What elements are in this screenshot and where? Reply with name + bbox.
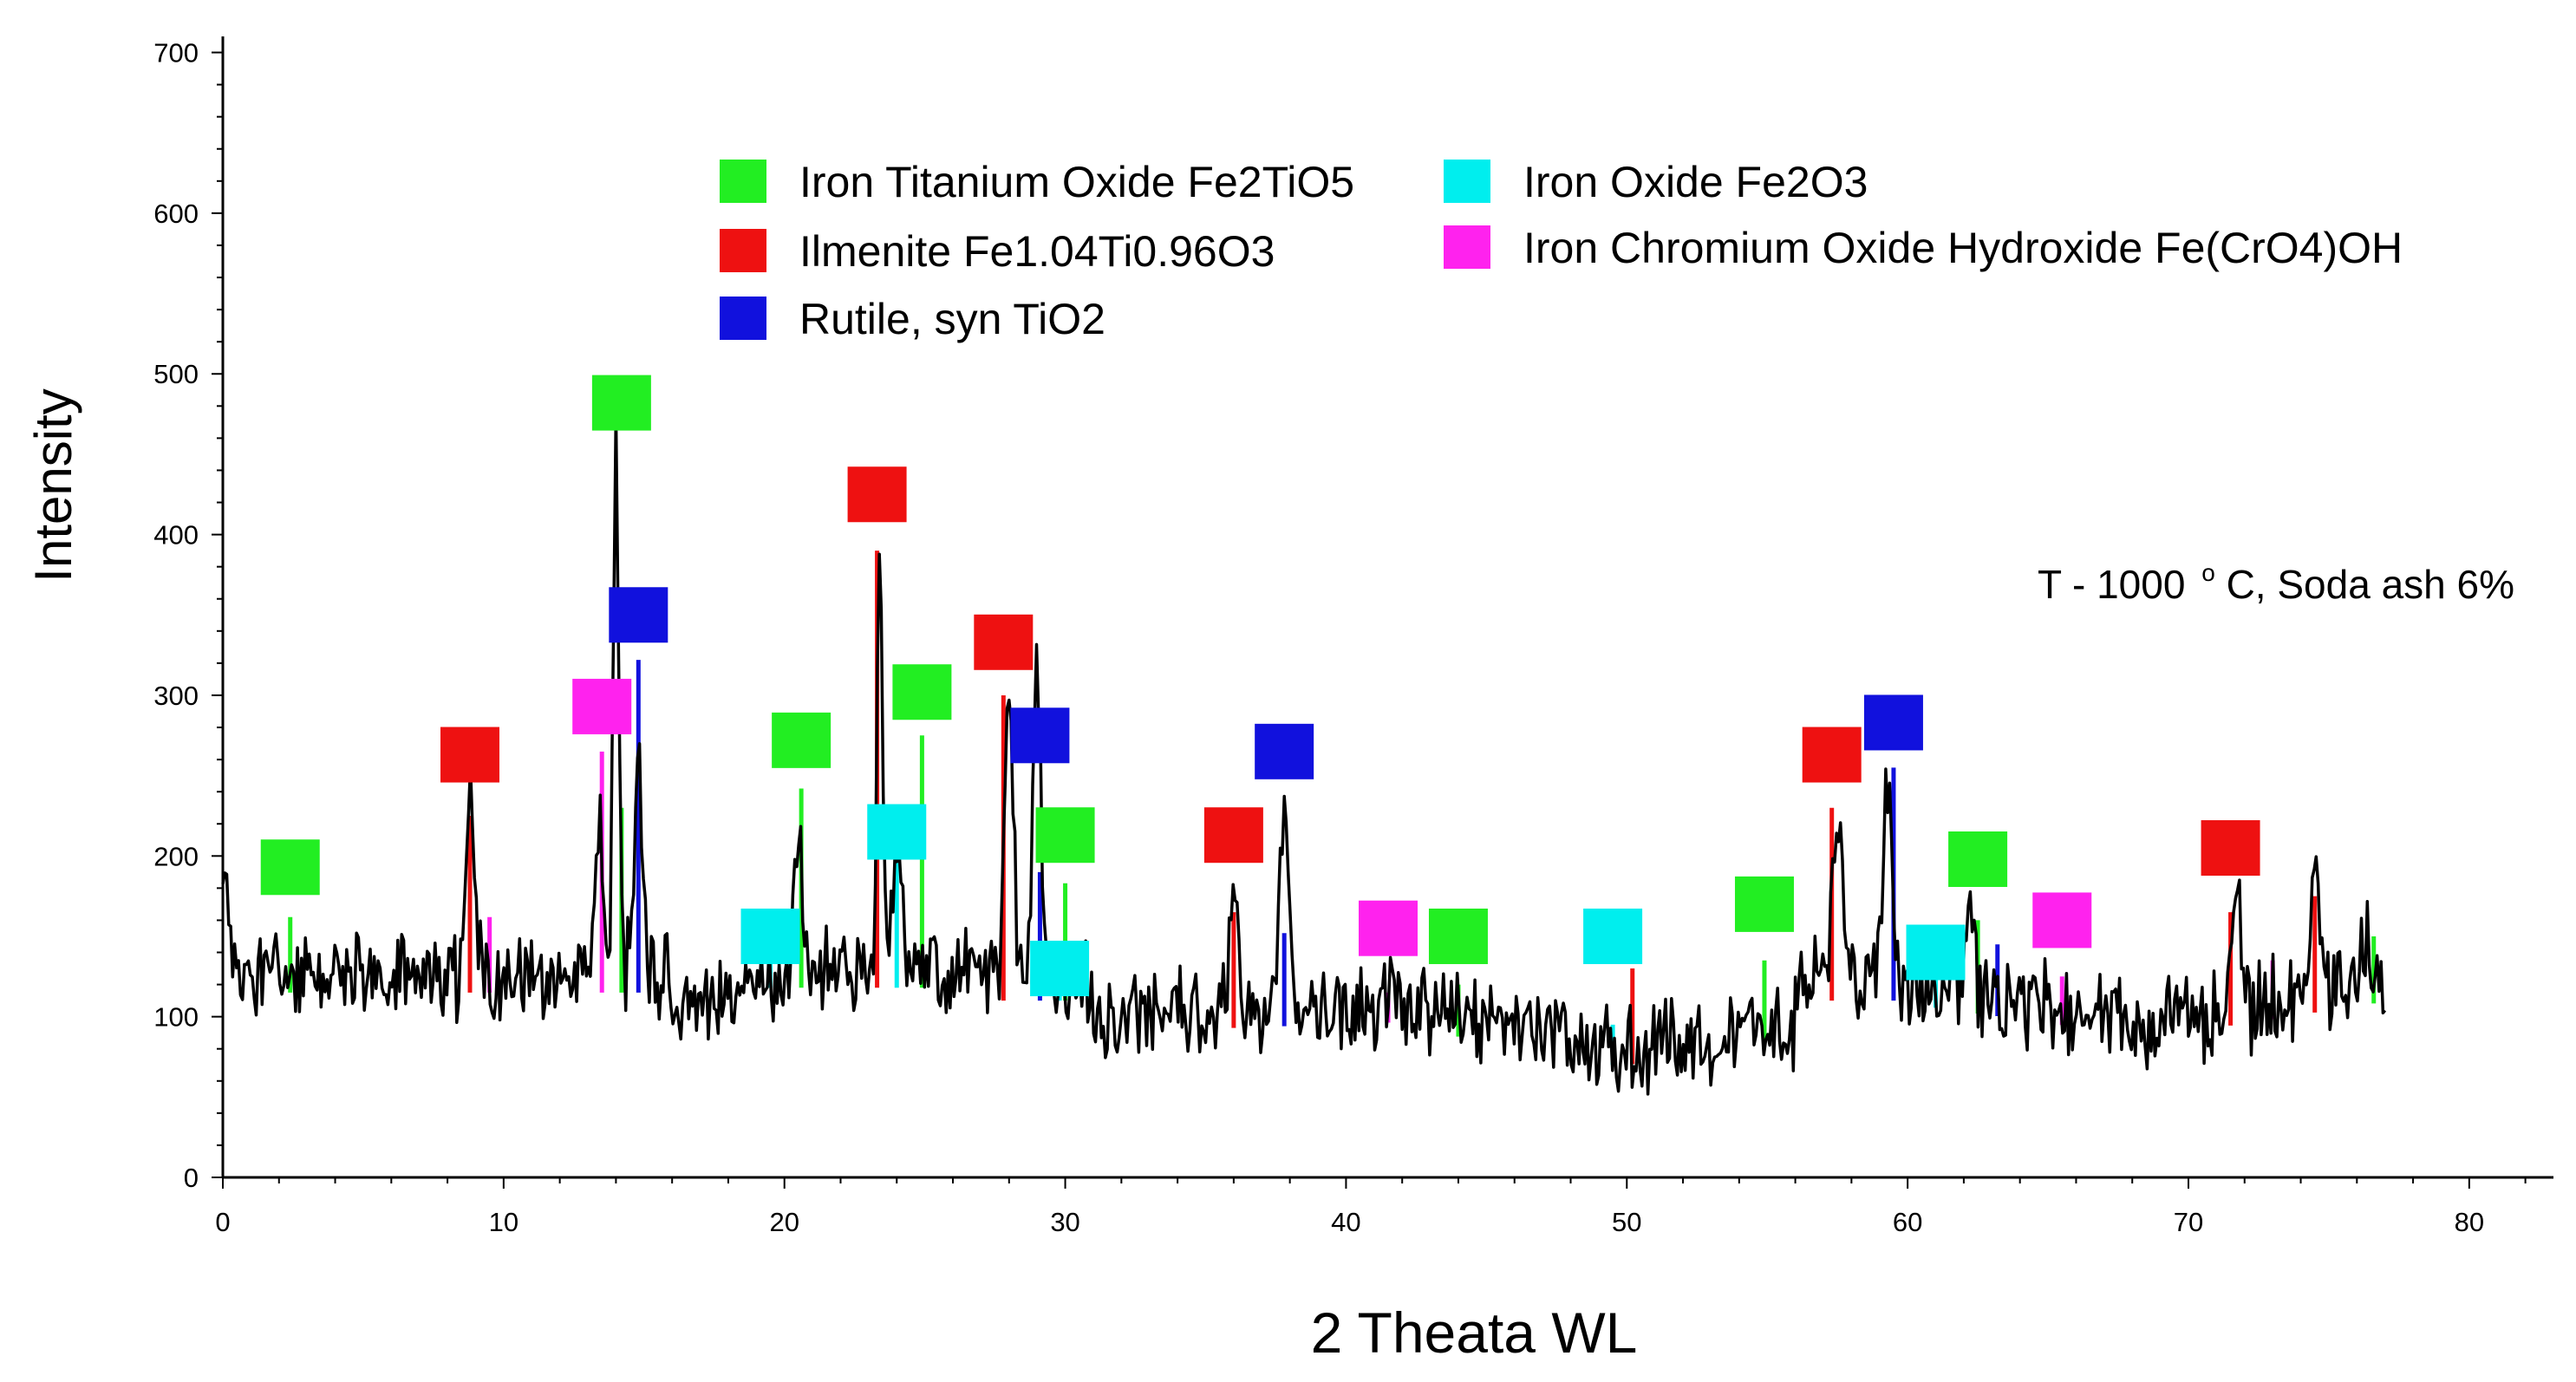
legend-label-ilmenite: Ilmenite Fe1.04Ti0.96O3 bbox=[799, 227, 1275, 276]
phase-marker-square bbox=[572, 678, 632, 734]
y-tick-label: 200 bbox=[153, 841, 199, 871]
ticks bbox=[212, 51, 2527, 1189]
legend-label-fe2o3: Iron Oxide Fe2O3 bbox=[1523, 158, 1868, 206]
x-tick-label: 20 bbox=[769, 1207, 799, 1237]
x-tick-label: 80 bbox=[2455, 1207, 2484, 1237]
annotation-suffix: C, Soda ash 6% bbox=[2227, 562, 2514, 607]
phase-marker-square bbox=[1010, 707, 1070, 764]
y-tick-label: 100 bbox=[153, 1002, 199, 1033]
phase-marker-square bbox=[1030, 941, 1090, 997]
phase-marker-square bbox=[1583, 908, 1643, 964]
phase-marker-square bbox=[1948, 831, 2008, 888]
x-tick-labels: 0 10 20 30 40 50 60 70 80 bbox=[215, 1207, 2484, 1237]
annotation-prefix: T - 1000 bbox=[2038, 562, 2185, 607]
x-axis-title: 2 Theata WL bbox=[1311, 1301, 1638, 1365]
phase-marker-square bbox=[1863, 694, 1923, 751]
condition-annotation: T - 1000 o C, Soda ash 6% bbox=[2038, 544, 2514, 607]
legend-label-fecro4oh: Iron Chromium Oxide Hydroxide Fe(CrO4)OH bbox=[1523, 224, 2403, 272]
phase-marker-square bbox=[1255, 723, 1314, 779]
x-tick-label: 30 bbox=[1050, 1207, 1079, 1237]
phase-marker-square bbox=[609, 587, 668, 643]
y-tick-label: 500 bbox=[153, 359, 199, 389]
phase-marker-square bbox=[1035, 807, 1095, 864]
phase-marker-square bbox=[1428, 908, 1488, 964]
legend-swatch-fe2o3 bbox=[1444, 160, 1490, 203]
legend: Iron Titanium Oxide Fe2TiO5 Ilmenite Fe1.… bbox=[720, 158, 2403, 343]
y-tick-labels: 0 100 200 300 400 500 600 700 bbox=[153, 38, 199, 1193]
legend-swatch-fecro4oh bbox=[1444, 225, 1490, 269]
phase-marker-square bbox=[867, 804, 927, 860]
phase-marker-square bbox=[440, 727, 499, 783]
phase-marker-square bbox=[892, 664, 952, 720]
x-tick-label: 40 bbox=[1331, 1207, 1360, 1237]
x-tick-label: 0 bbox=[215, 1207, 230, 1237]
phase-marker-square bbox=[260, 839, 320, 896]
xrd-pattern-line bbox=[221, 411, 2387, 1096]
y-axis-title: Intensity bbox=[24, 388, 82, 582]
phase-marker-square bbox=[591, 375, 651, 431]
phase-marker-square bbox=[2032, 892, 2092, 948]
phase-peak-lines bbox=[288, 551, 2377, 1066]
legend-label-fe2tio5: Iron Titanium Oxide Fe2TiO5 bbox=[799, 158, 1354, 206]
y-tick-label: 300 bbox=[153, 681, 199, 711]
phase-marker-square bbox=[974, 614, 1034, 670]
phase-marker-square bbox=[1203, 807, 1263, 864]
phase-marker-square bbox=[1906, 924, 1966, 981]
legend-label-rutile: Rutile, syn TiO2 bbox=[799, 295, 1105, 343]
phase-marker-square bbox=[772, 712, 831, 768]
x-tick-label: 70 bbox=[2174, 1207, 2203, 1237]
phase-marker-square bbox=[847, 466, 907, 523]
legend-swatch-ilmenite bbox=[720, 229, 766, 272]
phase-peak-markers bbox=[260, 375, 2260, 997]
y-tick-label: 600 bbox=[153, 199, 199, 229]
annotation-degree: o bbox=[2201, 559, 2215, 586]
y-tick-label: 400 bbox=[153, 520, 199, 551]
legend-swatch-rutile bbox=[720, 297, 766, 340]
phase-marker-square bbox=[1359, 900, 1418, 956]
phase-marker-square bbox=[1734, 876, 1794, 932]
x-tick-label: 50 bbox=[1612, 1207, 1641, 1237]
phase-marker-square bbox=[2201, 820, 2260, 877]
y-tick-label: 700 bbox=[153, 38, 199, 68]
axes bbox=[221, 36, 2553, 1179]
phase-marker-square bbox=[740, 908, 800, 964]
y-tick-label: 0 bbox=[184, 1163, 199, 1193]
x-tick-label: 10 bbox=[489, 1207, 518, 1237]
phase-marker-square bbox=[1802, 727, 1862, 783]
x-tick-label: 60 bbox=[1893, 1207, 1922, 1237]
legend-swatch-fe2tio5 bbox=[720, 160, 766, 203]
